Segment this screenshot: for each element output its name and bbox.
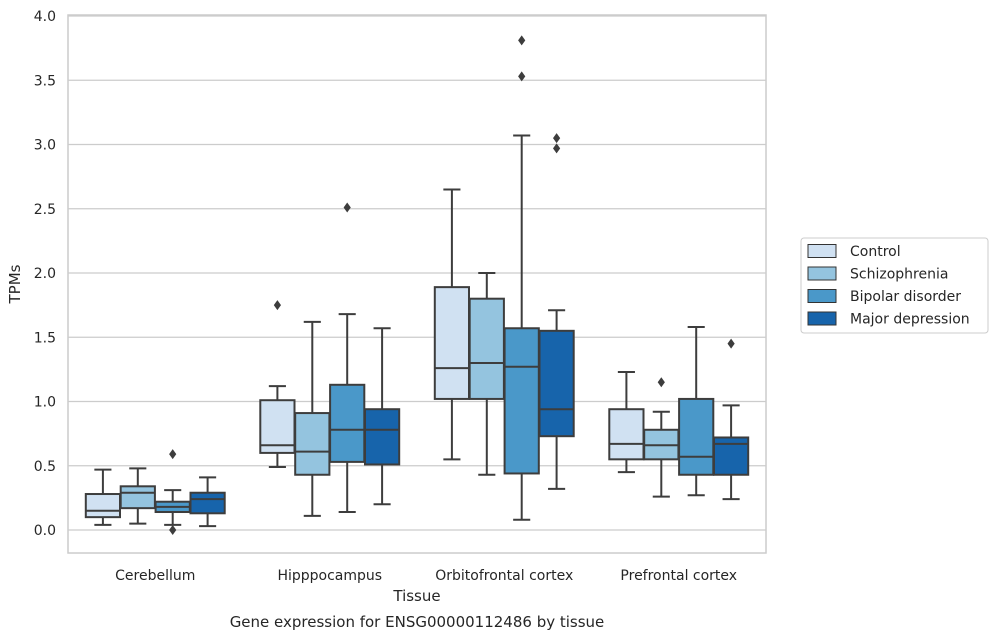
box-3-0	[608, 370, 645, 474]
grid-lines	[68, 15, 766, 531]
outlier-point	[518, 71, 526, 82]
category-group-2	[433, 35, 575, 521]
outlier-point	[169, 525, 177, 535]
x-axis-label: Tissue	[392, 587, 440, 605]
outlier-point	[169, 449, 177, 460]
outlier-point	[343, 202, 351, 213]
legend-frame	[800, 237, 989, 334]
y-tick-label: 2.5	[34, 202, 56, 218]
y-tick-label: 4.0	[34, 9, 56, 25]
x-tick-label: Prefrontal cortex	[620, 568, 737, 584]
box-2-0	[433, 188, 471, 461]
y-tick-label: 1.5	[34, 330, 56, 346]
y-tick-label: 3.5	[34, 73, 56, 89]
legend-label: Schizophrenia	[850, 267, 948, 283]
plot-background	[68, 15, 766, 553]
box-2-3	[538, 133, 575, 490]
legend-label: Bipolar disorder	[850, 289, 961, 305]
box-iqr	[294, 412, 331, 476]
chart-caption: Gene expression for ENSG00000112486 by t…	[230, 613, 605, 631]
box-iqr	[503, 327, 540, 475]
category-group-1	[259, 202, 401, 517]
y-tick-label: 2.0	[34, 266, 56, 282]
box-iqr	[119, 485, 156, 510]
x-tick-label: Cerebellum	[115, 568, 195, 584]
x-tick-labels: Cerebellum Hipppocampus Orbitofrontal cort…	[115, 568, 737, 584]
box-iqr	[678, 397, 715, 476]
x-tick-label: Hipppocampus	[277, 568, 382, 584]
category-group-0	[84, 449, 226, 535]
box-3-1	[643, 377, 680, 498]
outlier-point	[273, 300, 281, 311]
y-tick-label: 1.0	[34, 395, 56, 411]
y-axis-label: TPMs	[6, 264, 24, 304]
box-3-3	[712, 338, 750, 501]
box-iqr	[608, 408, 645, 461]
y-tick-labels: 0.0 0.5 1.0 1.5 2.0 2.5 3.0 3.5 4.0	[34, 9, 56, 539]
legend-label: Control	[850, 244, 901, 260]
box-iqr	[84, 493, 122, 519]
y-tick-label: 0.5	[34, 459, 56, 475]
outlier-point	[657, 377, 665, 388]
legend-swatch	[807, 311, 837, 326]
box-0-1	[119, 467, 156, 525]
category-group-3	[608, 325, 750, 501]
plot-frame	[67, 14, 767, 554]
legend: Control Schizophrenia Bipolar disorder Majo…	[800, 237, 989, 334]
box-1-3	[363, 327, 401, 506]
box-iqr	[329, 383, 366, 463]
legend-swatch	[807, 289, 837, 303]
legend-label: Major depression	[850, 312, 970, 328]
box-iqr	[468, 297, 505, 400]
outlier-point	[553, 143, 561, 154]
box-groups	[84, 35, 750, 535]
box-2-1	[468, 272, 505, 476]
box-0-3	[189, 476, 226, 528]
outlier-point	[518, 35, 526, 46]
box-iqr	[433, 286, 471, 400]
y-tick-label: 0.0	[34, 523, 56, 539]
box-iqr	[538, 329, 575, 438]
legend-swatch	[807, 266, 837, 281]
legend-swatch	[807, 244, 837, 258]
box-1-0	[259, 300, 296, 469]
outlier-point	[727, 338, 735, 349]
y-tick-label: 3.0	[34, 138, 56, 154]
box-iqr	[189, 491, 226, 515]
outlier-point	[553, 133, 561, 144]
box-0-2	[154, 449, 191, 535]
x-tick-label: Orbitofrontal cortex	[435, 568, 573, 584]
box-iqr	[363, 408, 401, 466]
